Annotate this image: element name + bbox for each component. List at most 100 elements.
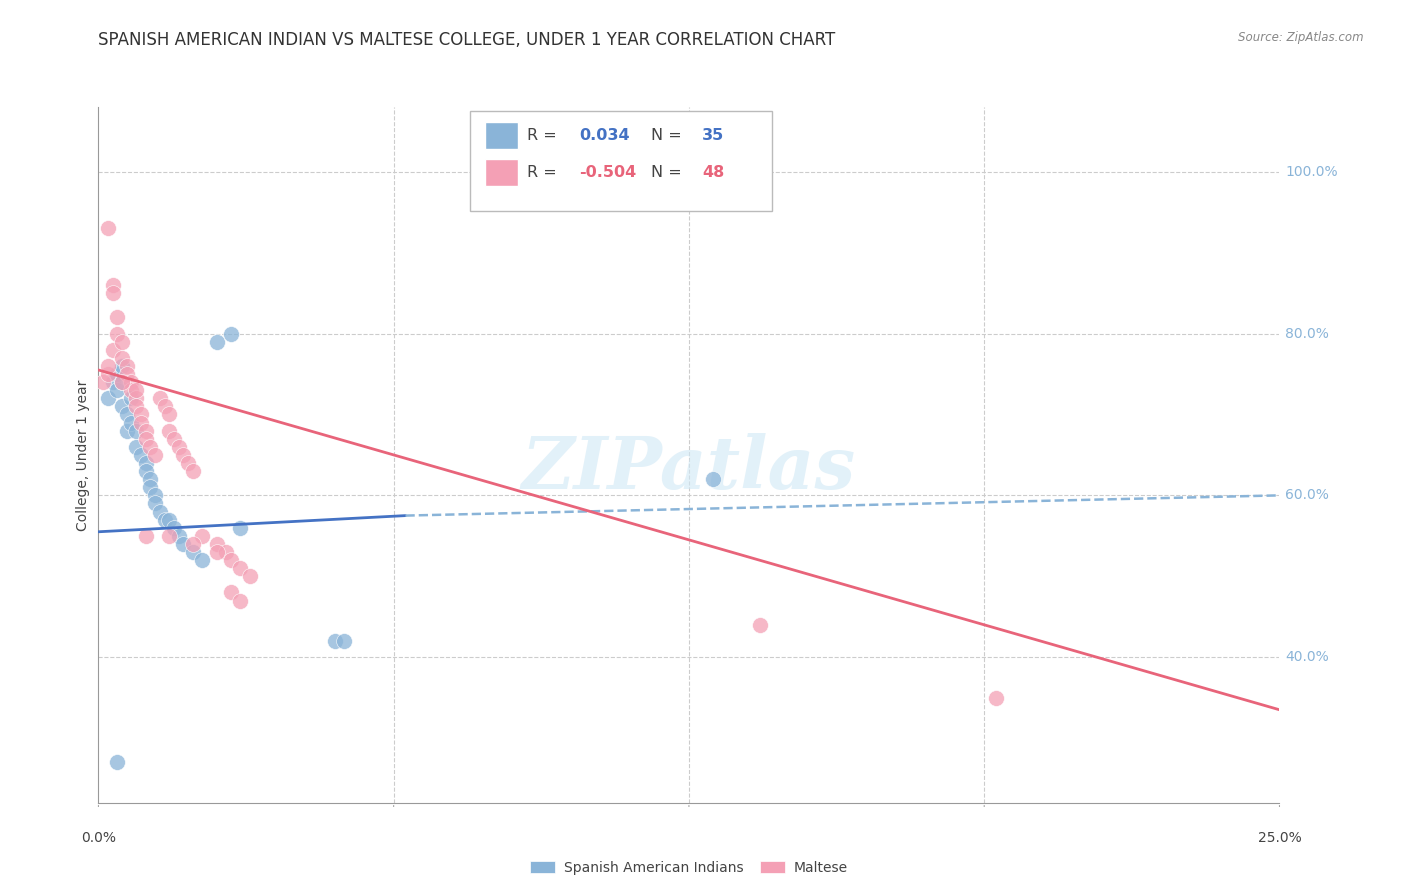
Point xyxy=(157,513,180,527)
Point xyxy=(125,392,148,406)
Point xyxy=(115,424,138,438)
Point xyxy=(101,278,124,293)
Text: N =: N = xyxy=(651,128,688,143)
Point xyxy=(143,496,166,510)
Point xyxy=(143,488,166,502)
Point xyxy=(215,545,238,559)
Point xyxy=(135,432,157,446)
Point xyxy=(121,375,143,389)
Point xyxy=(135,456,157,470)
Point xyxy=(149,504,172,518)
Point xyxy=(157,424,180,438)
Point xyxy=(105,326,128,341)
Point xyxy=(121,392,143,406)
Text: 100.0%: 100.0% xyxy=(1285,165,1339,178)
Point xyxy=(219,326,242,341)
Point xyxy=(153,513,176,527)
Point xyxy=(205,545,228,559)
Point xyxy=(115,359,138,373)
Y-axis label: College, Under 1 year: College, Under 1 year xyxy=(76,379,90,531)
Text: R =: R = xyxy=(527,128,562,143)
Text: N =: N = xyxy=(651,165,688,180)
Point xyxy=(125,424,148,438)
Text: 0.0%: 0.0% xyxy=(82,830,115,845)
Point xyxy=(323,634,346,648)
Point xyxy=(111,375,134,389)
Text: ZIPatlas: ZIPatlas xyxy=(522,434,856,504)
Point xyxy=(702,472,724,486)
Point xyxy=(191,529,214,543)
Point xyxy=(153,400,176,414)
Point xyxy=(101,343,124,357)
Point xyxy=(984,690,1007,705)
Point xyxy=(135,464,157,478)
FancyBboxPatch shape xyxy=(485,159,517,186)
Point xyxy=(125,400,148,414)
Point xyxy=(172,537,194,551)
Point xyxy=(121,383,143,397)
Point xyxy=(172,448,194,462)
Text: 80.0%: 80.0% xyxy=(1285,326,1329,341)
Text: R =: R = xyxy=(527,165,562,180)
Point xyxy=(97,367,120,381)
Point xyxy=(97,359,120,373)
Point xyxy=(97,392,120,406)
Text: 25.0%: 25.0% xyxy=(1257,830,1302,845)
Point xyxy=(748,617,770,632)
Point xyxy=(167,440,190,454)
Legend: Spanish American Indians, Maltese: Spanish American Indians, Maltese xyxy=(524,855,853,880)
Point xyxy=(129,416,152,430)
Text: 35: 35 xyxy=(702,128,724,143)
Point xyxy=(115,408,138,422)
Point xyxy=(135,424,157,438)
Point xyxy=(105,756,128,770)
Point xyxy=(111,334,134,349)
Text: Source: ZipAtlas.com: Source: ZipAtlas.com xyxy=(1239,31,1364,45)
Point xyxy=(105,367,128,381)
Point xyxy=(105,310,128,325)
Point xyxy=(157,529,180,543)
Point xyxy=(139,440,162,454)
Point xyxy=(181,464,204,478)
Point xyxy=(219,553,242,567)
Point xyxy=(101,286,124,301)
Point xyxy=(125,440,148,454)
Point xyxy=(239,569,262,583)
Point xyxy=(135,529,157,543)
Text: 40.0%: 40.0% xyxy=(1285,650,1329,665)
Point xyxy=(139,480,162,494)
FancyBboxPatch shape xyxy=(485,122,517,149)
Point xyxy=(167,529,190,543)
Point xyxy=(333,634,356,648)
Point xyxy=(111,359,134,373)
Point xyxy=(101,375,124,389)
Text: 60.0%: 60.0% xyxy=(1285,489,1329,502)
Point xyxy=(157,408,180,422)
Text: 48: 48 xyxy=(702,165,724,180)
Point xyxy=(229,593,252,607)
Point xyxy=(129,448,152,462)
Point xyxy=(205,537,228,551)
Point xyxy=(111,375,134,389)
Point xyxy=(181,537,204,551)
Point xyxy=(143,448,166,462)
Point xyxy=(105,383,128,397)
FancyBboxPatch shape xyxy=(471,111,772,211)
Point xyxy=(121,416,143,430)
Point xyxy=(229,521,252,535)
Text: 0.034: 0.034 xyxy=(579,128,630,143)
Point xyxy=(163,521,186,535)
Point xyxy=(181,545,204,559)
Point xyxy=(115,367,138,381)
Point xyxy=(97,221,120,235)
Point xyxy=(163,432,186,446)
Point xyxy=(111,400,134,414)
Point xyxy=(149,392,172,406)
Point xyxy=(177,456,200,470)
Text: SPANISH AMERICAN INDIAN VS MALTESE COLLEGE, UNDER 1 YEAR CORRELATION CHART: SPANISH AMERICAN INDIAN VS MALTESE COLLE… xyxy=(98,31,835,49)
Point xyxy=(191,553,214,567)
Point xyxy=(125,383,148,397)
Point xyxy=(129,408,152,422)
Point xyxy=(229,561,252,575)
Point xyxy=(219,585,242,599)
